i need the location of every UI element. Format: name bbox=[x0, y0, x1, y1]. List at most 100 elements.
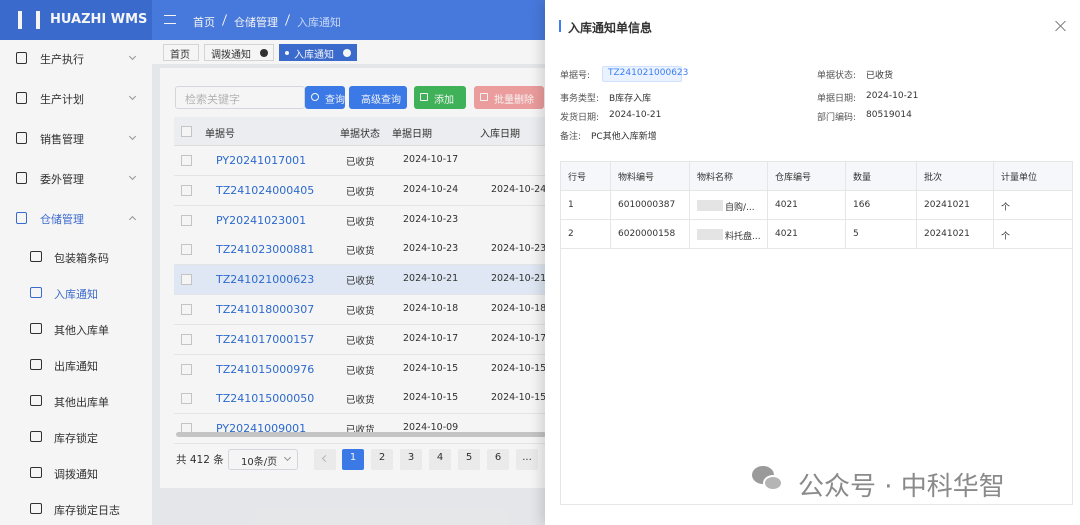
tab-close[interactable] bbox=[343, 49, 351, 57]
toolbar-button[interactable]: 添加 bbox=[414, 86, 466, 109]
menu-toggle[interactable] bbox=[164, 15, 176, 24]
table-row[interactable] bbox=[174, 146, 554, 176]
table-row[interactable] bbox=[174, 354, 554, 385]
table-scrollbar[interactable] bbox=[176, 432, 546, 437]
page-button[interactable]: 3 bbox=[400, 449, 422, 470]
detail-row bbox=[560, 220, 1073, 249]
row-checkbox[interactable] bbox=[181, 274, 192, 286]
detail-cell: 自购/... bbox=[725, 203, 755, 213]
table-row[interactable] bbox=[174, 384, 554, 415]
logo-icon bbox=[18, 11, 40, 29]
tab[interactable]: 首页 bbox=[163, 44, 199, 61]
toolbar-button[interactable]: 高级查询 bbox=[349, 86, 407, 109]
toolbar-button[interactable]: 查询 bbox=[305, 86, 345, 109]
menu-item[interactable]: 委外管理 bbox=[40, 173, 84, 186]
submenu-item[interactable]: 库存锁定日志 bbox=[54, 504, 120, 517]
menu-item[interactable]: 仓储管理 bbox=[40, 213, 84, 226]
table-row[interactable] bbox=[174, 175, 554, 206]
menu-item[interactable]: 生产执行 bbox=[40, 53, 84, 66]
document-link[interactable]: TZ241015000050 bbox=[216, 392, 315, 406]
detail-row bbox=[560, 191, 1073, 220]
table-cell: 2024-10-17 bbox=[403, 154, 459, 165]
menu-item[interactable]: 销售管理 bbox=[40, 133, 84, 146]
row-checkbox[interactable] bbox=[181, 363, 192, 375]
row-checkbox[interactable] bbox=[181, 244, 192, 256]
page-button[interactable]: 6 bbox=[487, 449, 509, 470]
row-checkbox[interactable] bbox=[181, 304, 192, 315]
submenu-item[interactable]: 其他入库单 bbox=[54, 324, 109, 337]
page-button[interactable]: 2 bbox=[371, 449, 393, 470]
button-label: 高级查询 bbox=[361, 95, 401, 106]
document-link[interactable]: PY20241009001 bbox=[216, 422, 307, 436]
table-cell: 已收货 bbox=[346, 276, 375, 288]
table-row[interactable] bbox=[174, 324, 554, 355]
column-divider bbox=[610, 161, 611, 249]
column-divider bbox=[845, 161, 846, 249]
close-button[interactable] bbox=[1055, 20, 1067, 32]
document-link[interactable]: PY20241023001 bbox=[216, 213, 307, 227]
page-size-select[interactable]: 10条/页 bbox=[228, 449, 298, 470]
table-row[interactable] bbox=[174, 235, 554, 266]
toolbar-button[interactable]: 批量删除 bbox=[474, 86, 544, 109]
page-button[interactable]: ... bbox=[516, 449, 538, 470]
page-button[interactable]: 4 bbox=[429, 449, 451, 470]
document-link[interactable]: TZ241015000976 bbox=[216, 362, 315, 376]
page-prev[interactable] bbox=[314, 449, 336, 470]
submenu-item[interactable]: 库存锁定 bbox=[54, 432, 98, 445]
menu-icon bbox=[16, 52, 27, 64]
table-row[interactable] bbox=[174, 414, 554, 445]
search-placeholder: 检索关键字 bbox=[185, 93, 240, 106]
button-icon bbox=[420, 93, 428, 101]
table-cell: 2024-10-21 bbox=[491, 273, 547, 285]
page-button[interactable]: 5 bbox=[458, 449, 480, 470]
document-link[interactable]: TZ241021000623 bbox=[216, 273, 315, 287]
table-cell: 已收货 bbox=[346, 425, 375, 437]
row-checkbox[interactable] bbox=[181, 393, 192, 405]
submenu-item[interactable]: 入库通知 bbox=[54, 288, 98, 301]
table-cell: 已收货 bbox=[346, 157, 375, 168]
detail-cell: 6010000387 bbox=[618, 200, 676, 210]
field-value: B库存入库 bbox=[609, 94, 652, 104]
tab[interactable]: 调拨通知 bbox=[204, 44, 274, 61]
document-link[interactable]: TZ241018000307 bbox=[216, 303, 315, 316]
button-label: 批量删除 bbox=[494, 95, 534, 106]
detail-cell: 166 bbox=[853, 200, 871, 210]
row-checkbox[interactable] bbox=[181, 333, 192, 345]
header-checkbox[interactable] bbox=[181, 126, 192, 137]
page-number: 1 bbox=[349, 452, 357, 463]
table-cell: 已收货 bbox=[346, 216, 375, 228]
detail-cell: 料托盘... bbox=[725, 232, 761, 242]
detail-cell: 20241021 bbox=[924, 229, 970, 239]
menu-item[interactable]: 生产计划 bbox=[40, 93, 84, 106]
row-checkbox[interactable] bbox=[181, 214, 192, 226]
table-row[interactable] bbox=[174, 295, 554, 325]
breadcrumb-item[interactable]: 首页 bbox=[193, 16, 215, 29]
row-checkbox[interactable] bbox=[181, 184, 192, 196]
page-button[interactable]: 1 bbox=[342, 449, 364, 470]
submenu-item[interactable]: 出库通知 bbox=[54, 360, 98, 373]
table-cell: 2024-10-24 bbox=[403, 183, 459, 195]
page-number: 6 bbox=[494, 452, 502, 463]
document-link[interactable]: TZ241024000405 bbox=[216, 183, 315, 197]
page-number: 3 bbox=[407, 452, 415, 463]
tab[interactable]: 入库通知 bbox=[279, 44, 357, 61]
menu-icon bbox=[16, 132, 27, 144]
tab-dot bbox=[285, 51, 289, 55]
menu-icon bbox=[16, 172, 27, 184]
document-link[interactable]: TZ241023000881 bbox=[216, 243, 315, 257]
search-input[interactable] bbox=[175, 86, 305, 109]
submenu-item[interactable]: 其他出库单 bbox=[54, 396, 109, 409]
document-link[interactable]: PY20241017001 bbox=[216, 154, 307, 167]
table-cell: 2024-10-09 bbox=[403, 422, 459, 434]
document-link[interactable]: TZ241017000157 bbox=[216, 332, 315, 346]
table-row[interactable] bbox=[174, 205, 554, 236]
submenu-item[interactable]: 包装箱条码 bbox=[54, 252, 109, 265]
submenu-item[interactable]: 调拨通知 bbox=[54, 468, 98, 481]
button-icon bbox=[311, 93, 319, 101]
button-icon bbox=[480, 93, 488, 101]
tab-close[interactable] bbox=[260, 49, 268, 57]
table-row[interactable] bbox=[174, 265, 554, 296]
breadcrumb-item[interactable]: 仓储管理 bbox=[234, 16, 278, 29]
row-checkbox[interactable] bbox=[181, 155, 192, 166]
